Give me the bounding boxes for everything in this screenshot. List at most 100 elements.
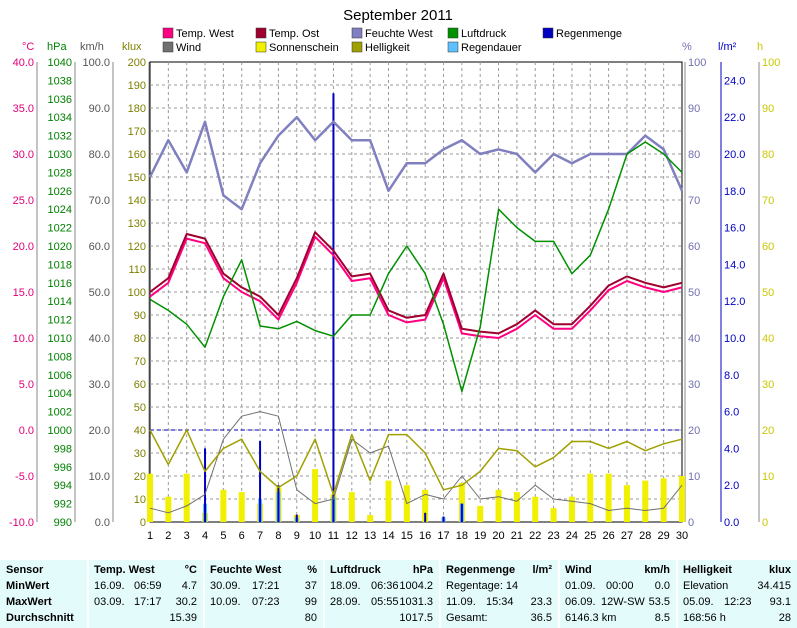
humidity-tick-label: 60 bbox=[688, 241, 700, 253]
pressure-tick-label: 1038 bbox=[48, 75, 72, 87]
klux-tick-label: 50 bbox=[134, 402, 146, 414]
stats-value: 1004.2 bbox=[399, 580, 433, 592]
stats-time: 05:55 bbox=[371, 596, 399, 608]
temp-tick-label: -5.0 bbox=[15, 471, 34, 483]
pressure-tick-label: 994 bbox=[54, 480, 72, 492]
x-tick-label: 23 bbox=[547, 530, 559, 542]
humidity-tick-label: 30 bbox=[688, 379, 700, 391]
chart-title: September 2011 bbox=[343, 7, 453, 24]
hours-tick-label: 60 bbox=[762, 241, 774, 253]
legend-swatch bbox=[351, 27, 363, 39]
wind-tick-label: 90.0 bbox=[89, 103, 110, 115]
klux-tick-label: 60 bbox=[134, 379, 146, 391]
legend-label: Sonnenschein bbox=[269, 42, 339, 54]
x-tick-label: 20 bbox=[492, 530, 504, 542]
stats-value: 36.5 bbox=[530, 612, 552, 624]
x-tick-label: 11 bbox=[328, 530, 339, 542]
stats-time: 07:23 bbox=[252, 596, 280, 608]
rain-tick-label: 14.0 bbox=[724, 259, 745, 271]
rain-tick-label: 6.0 bbox=[724, 407, 739, 419]
temp-tick-label: 25.0 bbox=[13, 195, 34, 207]
stats-col-helligkeit: Helligkeit klux Elevation 34.415 05.09. … bbox=[678, 560, 797, 628]
pressure-tick-label: 1000 bbox=[48, 425, 72, 437]
klux-tick-label: 180 bbox=[128, 103, 146, 115]
pressure-tick-label: 1010 bbox=[48, 333, 72, 345]
temp-tick-label: 15.0 bbox=[13, 287, 34, 299]
temp-tick-label: 30.0 bbox=[13, 149, 34, 161]
stats-value: 1031.3 bbox=[399, 596, 433, 608]
legend-label: Luftdruck bbox=[461, 28, 507, 40]
pressure-tick-label: 1012 bbox=[48, 315, 72, 327]
legend-swatch bbox=[162, 27, 174, 39]
x-tick-label: 16 bbox=[419, 530, 431, 542]
hours-tick-label: 90 bbox=[762, 103, 774, 115]
stats-value: 0.0 bbox=[654, 580, 670, 592]
x-tick-label: 24 bbox=[566, 530, 578, 542]
pressure-tick-label: 1014 bbox=[48, 296, 72, 308]
statistics-table: Sensor MinWert MaxWert Durchschnitt Temp… bbox=[0, 560, 797, 628]
stats-value: 99 bbox=[304, 596, 317, 608]
stats-unit: °C bbox=[184, 564, 197, 576]
stats-unit: % bbox=[307, 564, 317, 576]
pressure-tick-label: 992 bbox=[54, 499, 72, 511]
hours-unit-label: h bbox=[757, 41, 763, 53]
rain-tick-label: 8.0 bbox=[724, 370, 739, 382]
x-tick-label: 26 bbox=[602, 530, 614, 542]
stats-header: Sensor bbox=[6, 564, 44, 576]
legend-swatch bbox=[351, 41, 363, 53]
pressure-tick-label: 1022 bbox=[48, 223, 72, 235]
stats-value: 1017.5 bbox=[399, 612, 433, 624]
stats-label: Regentage: 14 bbox=[446, 580, 519, 592]
hours-tick-label: 50 bbox=[762, 287, 774, 299]
stats-value: 4.7 bbox=[181, 580, 197, 592]
temp-tick-label: 0.0 bbox=[19, 425, 34, 437]
humidity-tick-label: 10 bbox=[688, 471, 700, 483]
legend-label: Regenmenge bbox=[556, 28, 622, 40]
wind-tick-label: 40.0 bbox=[89, 333, 110, 345]
x-tick-label: 27 bbox=[621, 530, 633, 542]
chart-svg: September 2011 Temp. West Temp. Ost Feuchte… bbox=[9, 7, 780, 542]
stats-value: 53.5 bbox=[648, 596, 670, 608]
hours-tick-label: 70 bbox=[762, 195, 774, 207]
bar-regenmenge bbox=[295, 514, 298, 522]
humidity-tick-label: 40 bbox=[688, 333, 700, 345]
x-tick-label: 7 bbox=[257, 530, 263, 542]
temp-tick-label: 35.0 bbox=[13, 103, 34, 115]
stats-unit: hPa bbox=[412, 564, 433, 576]
wind-tick-label: 60.0 bbox=[89, 241, 110, 253]
series-line-helligkeit bbox=[149, 429, 683, 496]
rain-tick-label: 16.0 bbox=[724, 223, 745, 235]
legend-label: Feuchte West bbox=[365, 28, 433, 40]
klux-tick-label: 100 bbox=[128, 287, 146, 299]
stats-unit: klux bbox=[768, 564, 791, 576]
stats-header: Temp. West bbox=[94, 564, 155, 576]
bar-sonnenschein bbox=[568, 496, 575, 522]
stats-col-wind: Wind km/h 01.09. 00:00 0.0 06.09. 12W-SW… bbox=[560, 560, 676, 628]
humidity-tick-label: 80 bbox=[688, 149, 700, 161]
pressure-tick-label: 1008 bbox=[48, 351, 72, 363]
rain-unit-label: l/m² bbox=[718, 41, 737, 53]
legend-swatch bbox=[255, 41, 267, 53]
stats-time: 17:21 bbox=[252, 580, 280, 592]
stats-time: 06:59 bbox=[134, 580, 162, 592]
pressure-unit-label: hPa bbox=[47, 41, 67, 53]
klux-tick-label: 140 bbox=[128, 195, 146, 207]
legend-label: Wind bbox=[176, 42, 201, 54]
stats-value: 28 bbox=[778, 612, 791, 624]
x-tick-label: 6 bbox=[239, 530, 245, 542]
x-tick-label: 17 bbox=[437, 530, 449, 542]
bar-sonnenschein bbox=[312, 469, 319, 522]
temp-tick-label: 40.0 bbox=[13, 57, 34, 69]
bar-regenmenge bbox=[442, 516, 445, 522]
legend-label: Temp. West bbox=[176, 28, 234, 40]
x-tick-label: 12 bbox=[346, 530, 358, 542]
x-tick-label: 9 bbox=[294, 530, 300, 542]
stats-date: 10.09. bbox=[210, 596, 241, 608]
hours-tick-label: 40 bbox=[762, 333, 774, 345]
hours-tick-label: 0 bbox=[762, 517, 768, 529]
stats-distance: 6146.3 km bbox=[565, 612, 617, 624]
klux-tick-label: 150 bbox=[128, 172, 146, 184]
bar-sonnenschein bbox=[477, 505, 484, 522]
pressure-tick-label: 1030 bbox=[48, 149, 72, 161]
x-tick-label: 3 bbox=[184, 530, 190, 542]
